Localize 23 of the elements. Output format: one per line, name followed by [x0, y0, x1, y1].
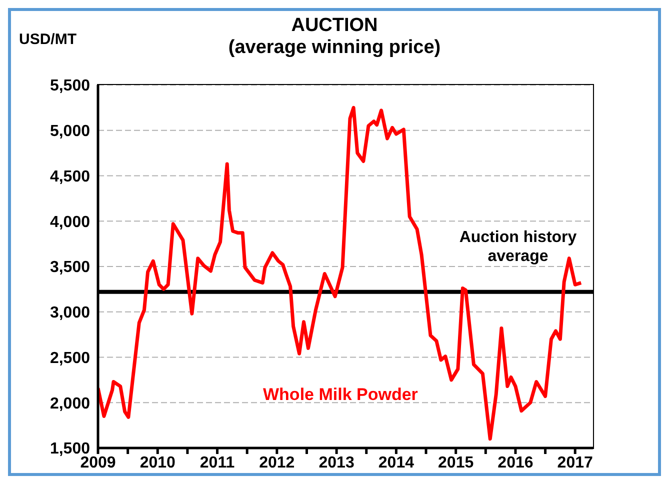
x-tick-label: 2010: [140, 454, 176, 472]
y-tick-label: 3,000: [50, 304, 90, 322]
x-tick-label: 2017: [557, 454, 594, 472]
x-tick-label: 2013: [318, 454, 354, 472]
y-tick-label: 5,500: [50, 78, 90, 95]
y-axis-title: USD/MT: [19, 31, 76, 48]
ref-line-label: Auction history average: [458, 228, 578, 266]
chart-title: AUCTION: [291, 15, 378, 36]
line-series: [98, 106, 583, 441]
y-tick-label: 2,500: [50, 350, 90, 367]
y-tick-label: 4,000: [50, 214, 90, 231]
x-tick-label: 2014: [378, 454, 414, 472]
y-tick-label: 2,000: [50, 395, 90, 412]
x-tick-label: 2015: [438, 454, 474, 472]
chart-subtitle: (average winning price): [228, 37, 441, 58]
x-tick-label: 2009: [80, 454, 116, 472]
x-tick-label: 2016: [498, 454, 534, 472]
y-tick-label: 3,500: [50, 259, 90, 276]
series-label: Whole Milk Powder: [263, 385, 418, 406]
y-tick-label: 4,500: [50, 168, 90, 186]
x-tick-label: 2011: [200, 454, 235, 472]
y-tick-label: 5,000: [50, 123, 90, 140]
x-tick-label: 2012: [259, 454, 295, 472]
